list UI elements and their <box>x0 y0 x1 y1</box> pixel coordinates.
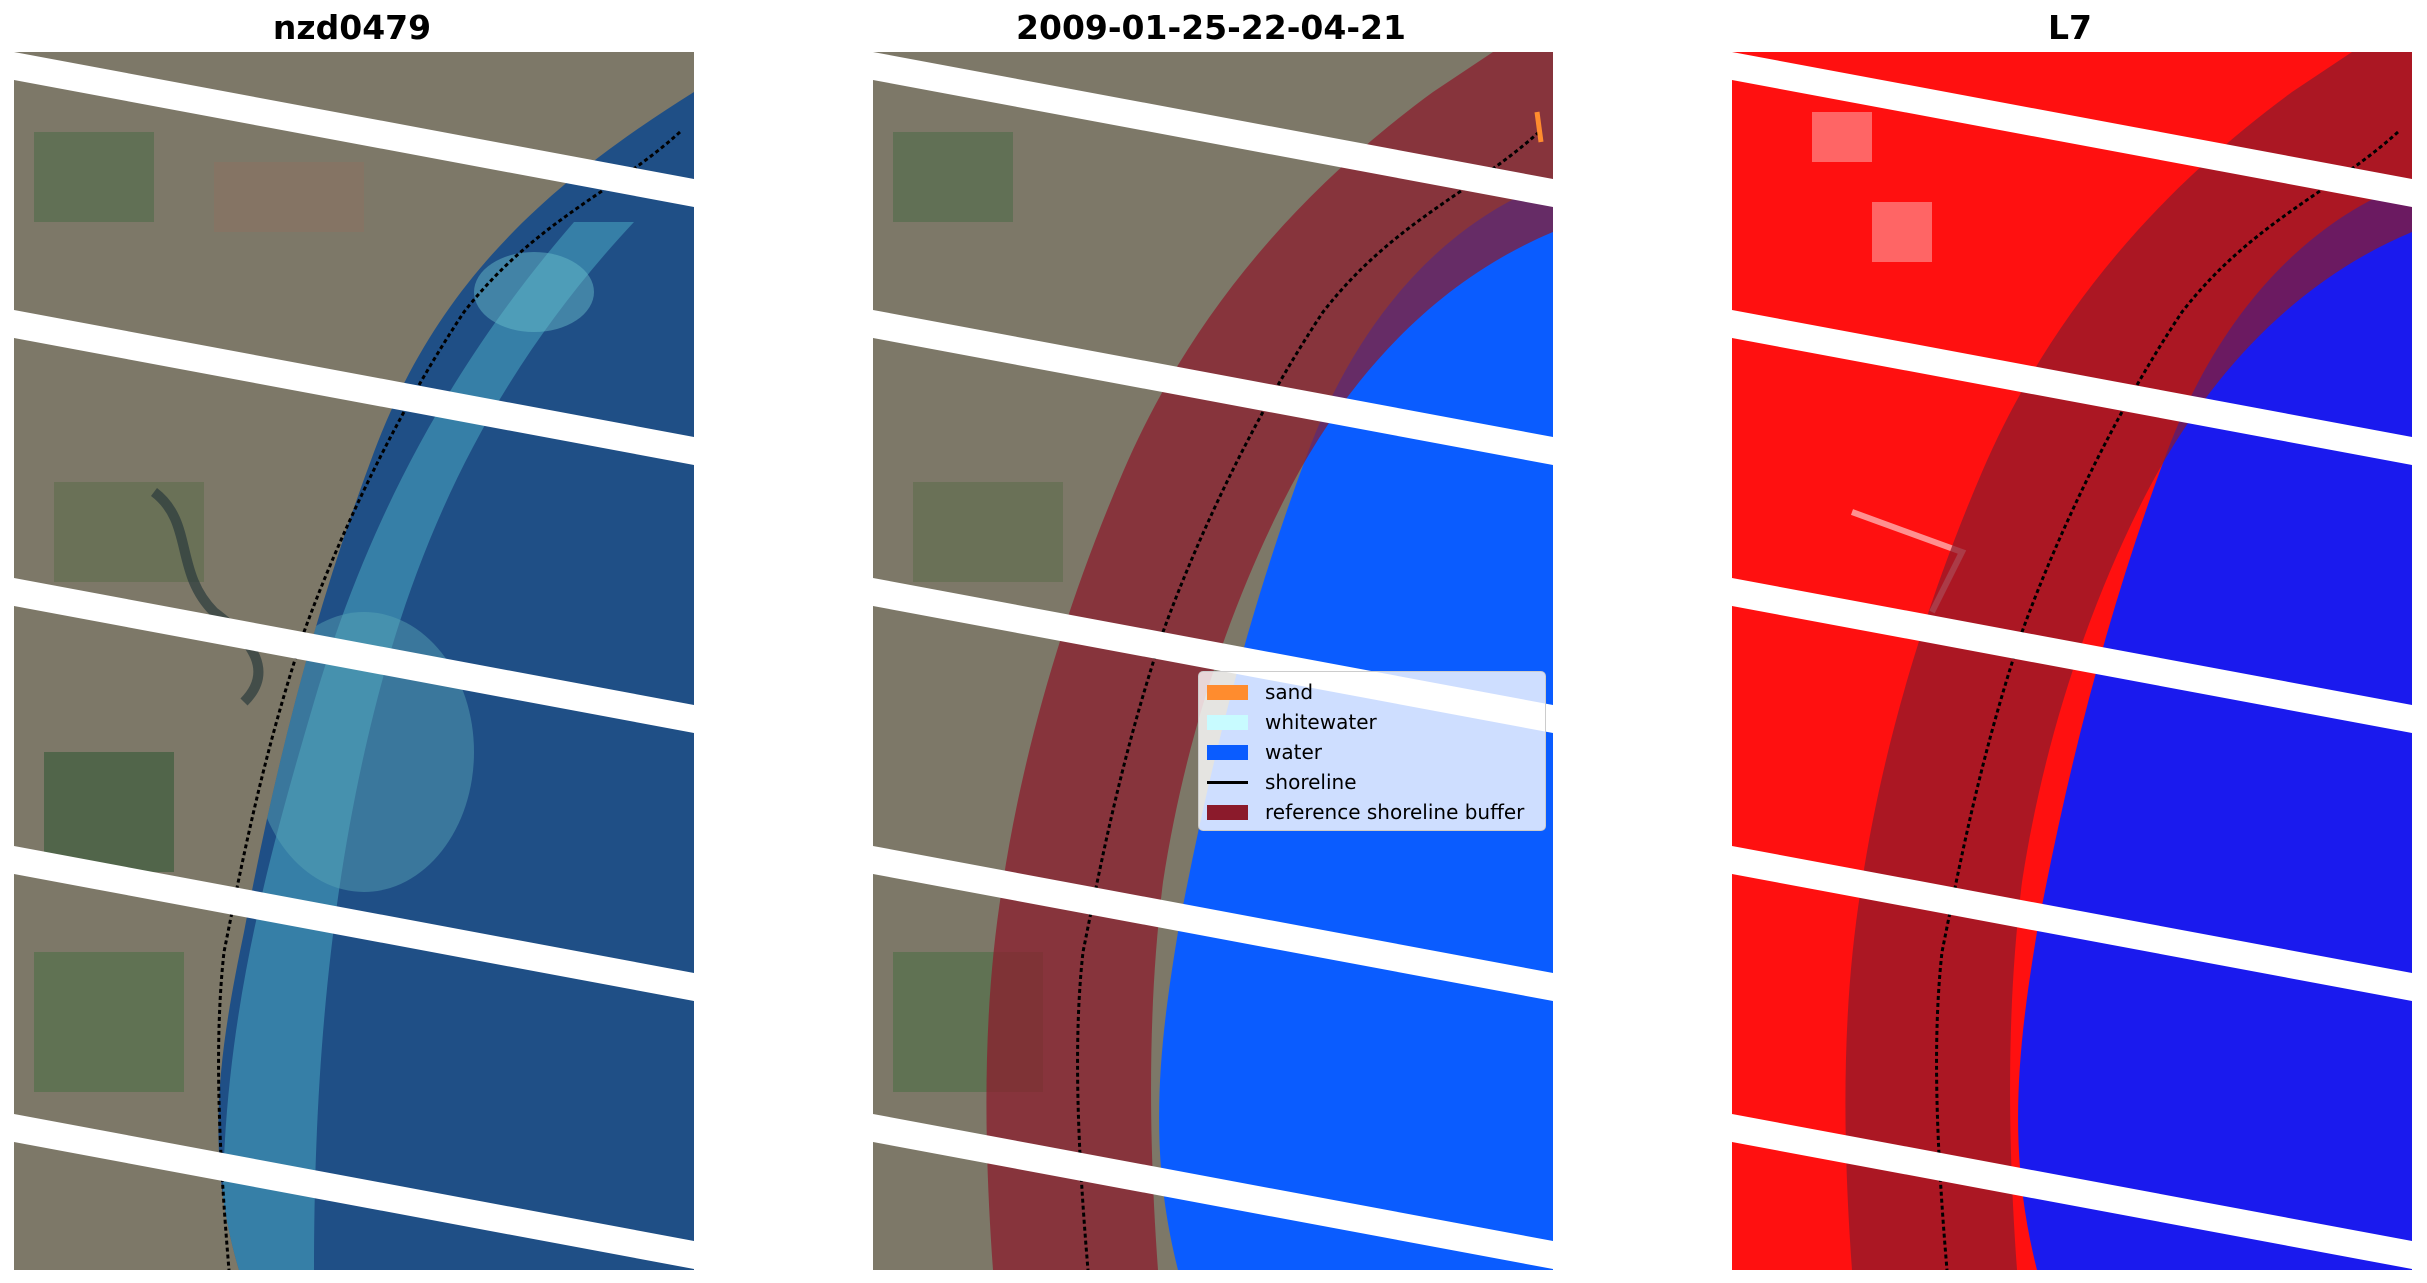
legend-item-sand: sand <box>1207 677 1537 707</box>
panel-title-rgb: nzd0479 <box>272 8 432 47</box>
buffer-swatch <box>1207 804 1248 820</box>
index-image <box>1732 52 2412 1270</box>
panel-title-index: L7 <box>2048 8 2092 47</box>
sand-swatch <box>1207 684 1248 700</box>
legend-item-buffer: reference shoreline buffer <box>1207 797 1537 827</box>
water-swatch <box>1207 744 1248 760</box>
water-index <box>2018 182 2412 1270</box>
legend-label-whitewater: whitewater <box>1265 710 1377 734</box>
scan-line-gaps <box>14 52 694 1269</box>
legend-label-sand: sand <box>1265 680 1314 704</box>
scan-line-gaps <box>1732 52 2412 1269</box>
classified-image <box>873 52 1553 1270</box>
reference-shoreline-buffer <box>1845 52 2412 1270</box>
legend-item-water: water <box>1207 737 1537 767</box>
classified-image-panel <box>873 52 1553 1270</box>
reference-shoreline-buffer <box>986 52 1553 1270</box>
whitewater-swatch <box>1207 714 1248 730</box>
legend-label-shoreline: shoreline <box>1265 770 1357 794</box>
legend: sand whitewater water shoreline referenc… <box>1198 671 1546 831</box>
sand-class <box>1534 111 1544 143</box>
rgb-image-panel <box>14 52 694 1270</box>
legend-item-shoreline: shoreline <box>1207 767 1537 797</box>
legend-label-buffer: reference shoreline buffer <box>1265 800 1525 824</box>
legend-item-whitewater: whitewater <box>1207 707 1537 737</box>
panel-title-classified: 2009-01-25-22-04-21 <box>1016 8 1406 47</box>
rgb-image <box>14 52 694 1270</box>
index-image-panel <box>1732 52 2412 1270</box>
shoreline-swatch <box>1207 780 1248 784</box>
legend-label-water: water <box>1265 740 1322 764</box>
